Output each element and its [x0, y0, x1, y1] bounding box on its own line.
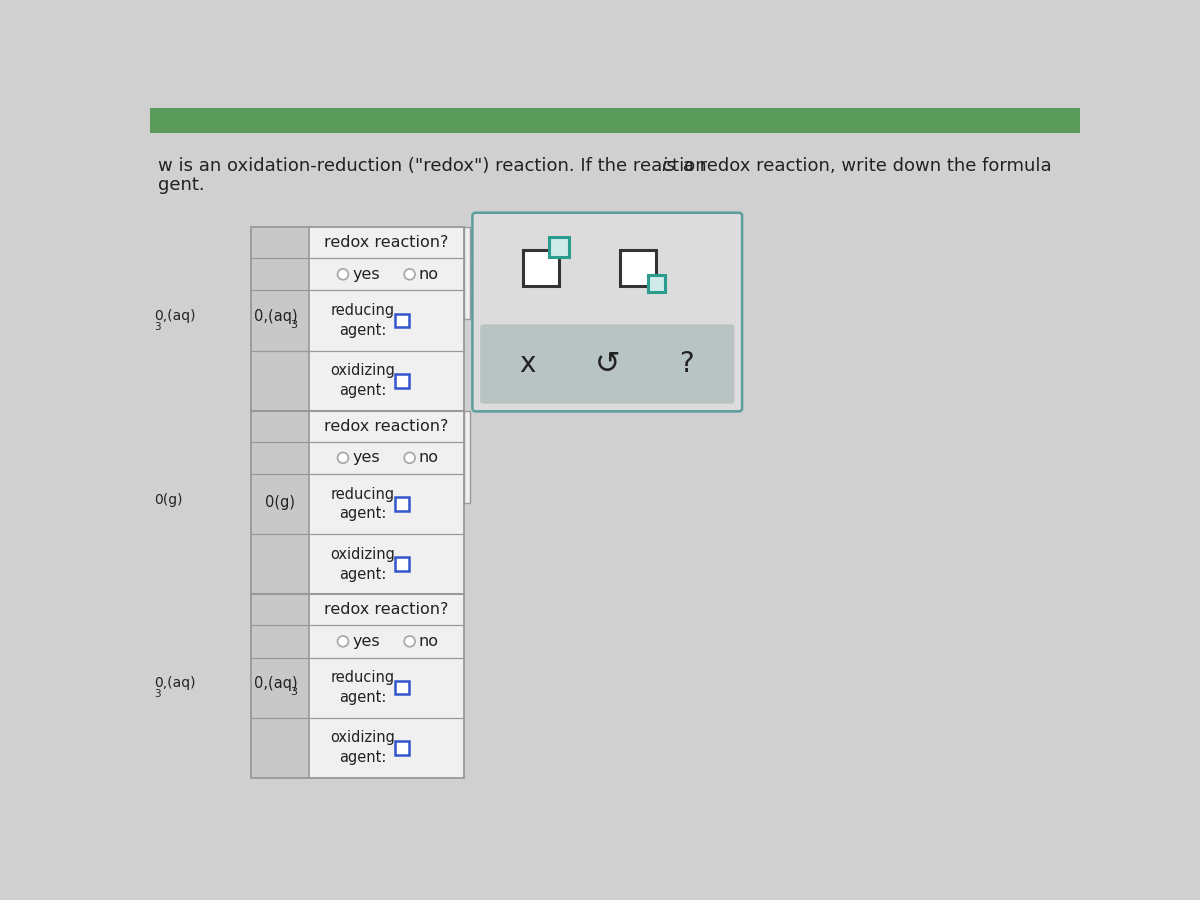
Bar	[395, 680, 409, 695]
Bar	[308, 534, 464, 594]
Bar	[150, 108, 1080, 132]
Bar	[395, 313, 409, 328]
Text: reducing
agent:: reducing agent:	[331, 487, 395, 521]
Text: 0(g): 0(g)	[265, 495, 295, 510]
Bar	[523, 250, 558, 286]
FancyBboxPatch shape	[480, 324, 734, 404]
Bar	[308, 717, 464, 778]
Bar	[395, 741, 409, 755]
Text: 3: 3	[154, 322, 161, 332]
Circle shape	[404, 453, 415, 464]
Bar	[620, 250, 656, 286]
Text: 0,(aq): 0,(aq)	[254, 309, 298, 323]
Text: a redox reaction, write down the formula: a redox reaction, write down the formula	[677, 157, 1051, 175]
Text: gent.: gent.	[157, 176, 204, 194]
Circle shape	[337, 453, 348, 464]
Text: no: no	[419, 266, 439, 282]
Bar	[464, 228, 470, 320]
Bar	[251, 228, 308, 411]
Bar	[308, 442, 464, 474]
Text: x: x	[520, 350, 536, 378]
Bar	[308, 658, 464, 717]
Bar	[308, 594, 464, 625]
Text: reducing
agent:: reducing agent:	[331, 303, 395, 338]
Bar	[308, 228, 464, 258]
Text: yes: yes	[353, 266, 380, 282]
Text: is: is	[661, 157, 676, 175]
Text: yes: yes	[353, 450, 380, 465]
Text: reducing
agent:: reducing agent:	[331, 670, 395, 705]
Text: oxidizing
agent:: oxidizing agent:	[331, 547, 396, 581]
Bar	[395, 374, 409, 388]
Text: 3: 3	[154, 688, 161, 698]
Text: w is an oxidation-reduction ("redox") reaction. If the reaction: w is an oxidation-reduction ("redox") re…	[157, 157, 712, 175]
Text: no: no	[419, 450, 439, 465]
Bar	[251, 411, 308, 594]
Text: redox reaction?: redox reaction?	[324, 235, 449, 250]
Bar	[308, 291, 464, 351]
Circle shape	[337, 269, 348, 280]
Text: ?: ?	[679, 350, 694, 378]
Text: redox reaction?: redox reaction?	[324, 418, 449, 434]
Text: oxidizing
agent:: oxidizing agent:	[331, 730, 396, 765]
Circle shape	[337, 636, 348, 647]
Text: ↺: ↺	[594, 349, 620, 379]
Text: 0(g): 0(g)	[154, 492, 182, 507]
Bar	[251, 228, 464, 778]
Bar	[308, 411, 464, 442]
Bar	[308, 474, 464, 534]
Bar	[251, 594, 308, 778]
Text: redox reaction?: redox reaction?	[324, 602, 449, 617]
Bar	[395, 497, 409, 511]
Bar	[548, 237, 569, 256]
Text: 0,(aq): 0,(aq)	[254, 676, 298, 690]
FancyBboxPatch shape	[473, 212, 742, 411]
Circle shape	[404, 269, 415, 280]
Text: 3: 3	[290, 688, 298, 698]
Bar	[395, 557, 409, 572]
Text: oxidizing
agent:: oxidizing agent:	[331, 364, 396, 398]
Bar	[308, 258, 464, 291]
Text: yes: yes	[353, 634, 380, 649]
Text: 3: 3	[290, 320, 298, 330]
Bar	[648, 275, 665, 292]
Text: 0,(aq): 0,(aq)	[154, 676, 196, 690]
Text: no: no	[419, 634, 439, 649]
Circle shape	[404, 636, 415, 647]
Bar	[308, 626, 464, 658]
Text: 0,(aq): 0,(aq)	[154, 309, 196, 323]
Bar	[308, 350, 464, 411]
Bar	[464, 411, 470, 502]
